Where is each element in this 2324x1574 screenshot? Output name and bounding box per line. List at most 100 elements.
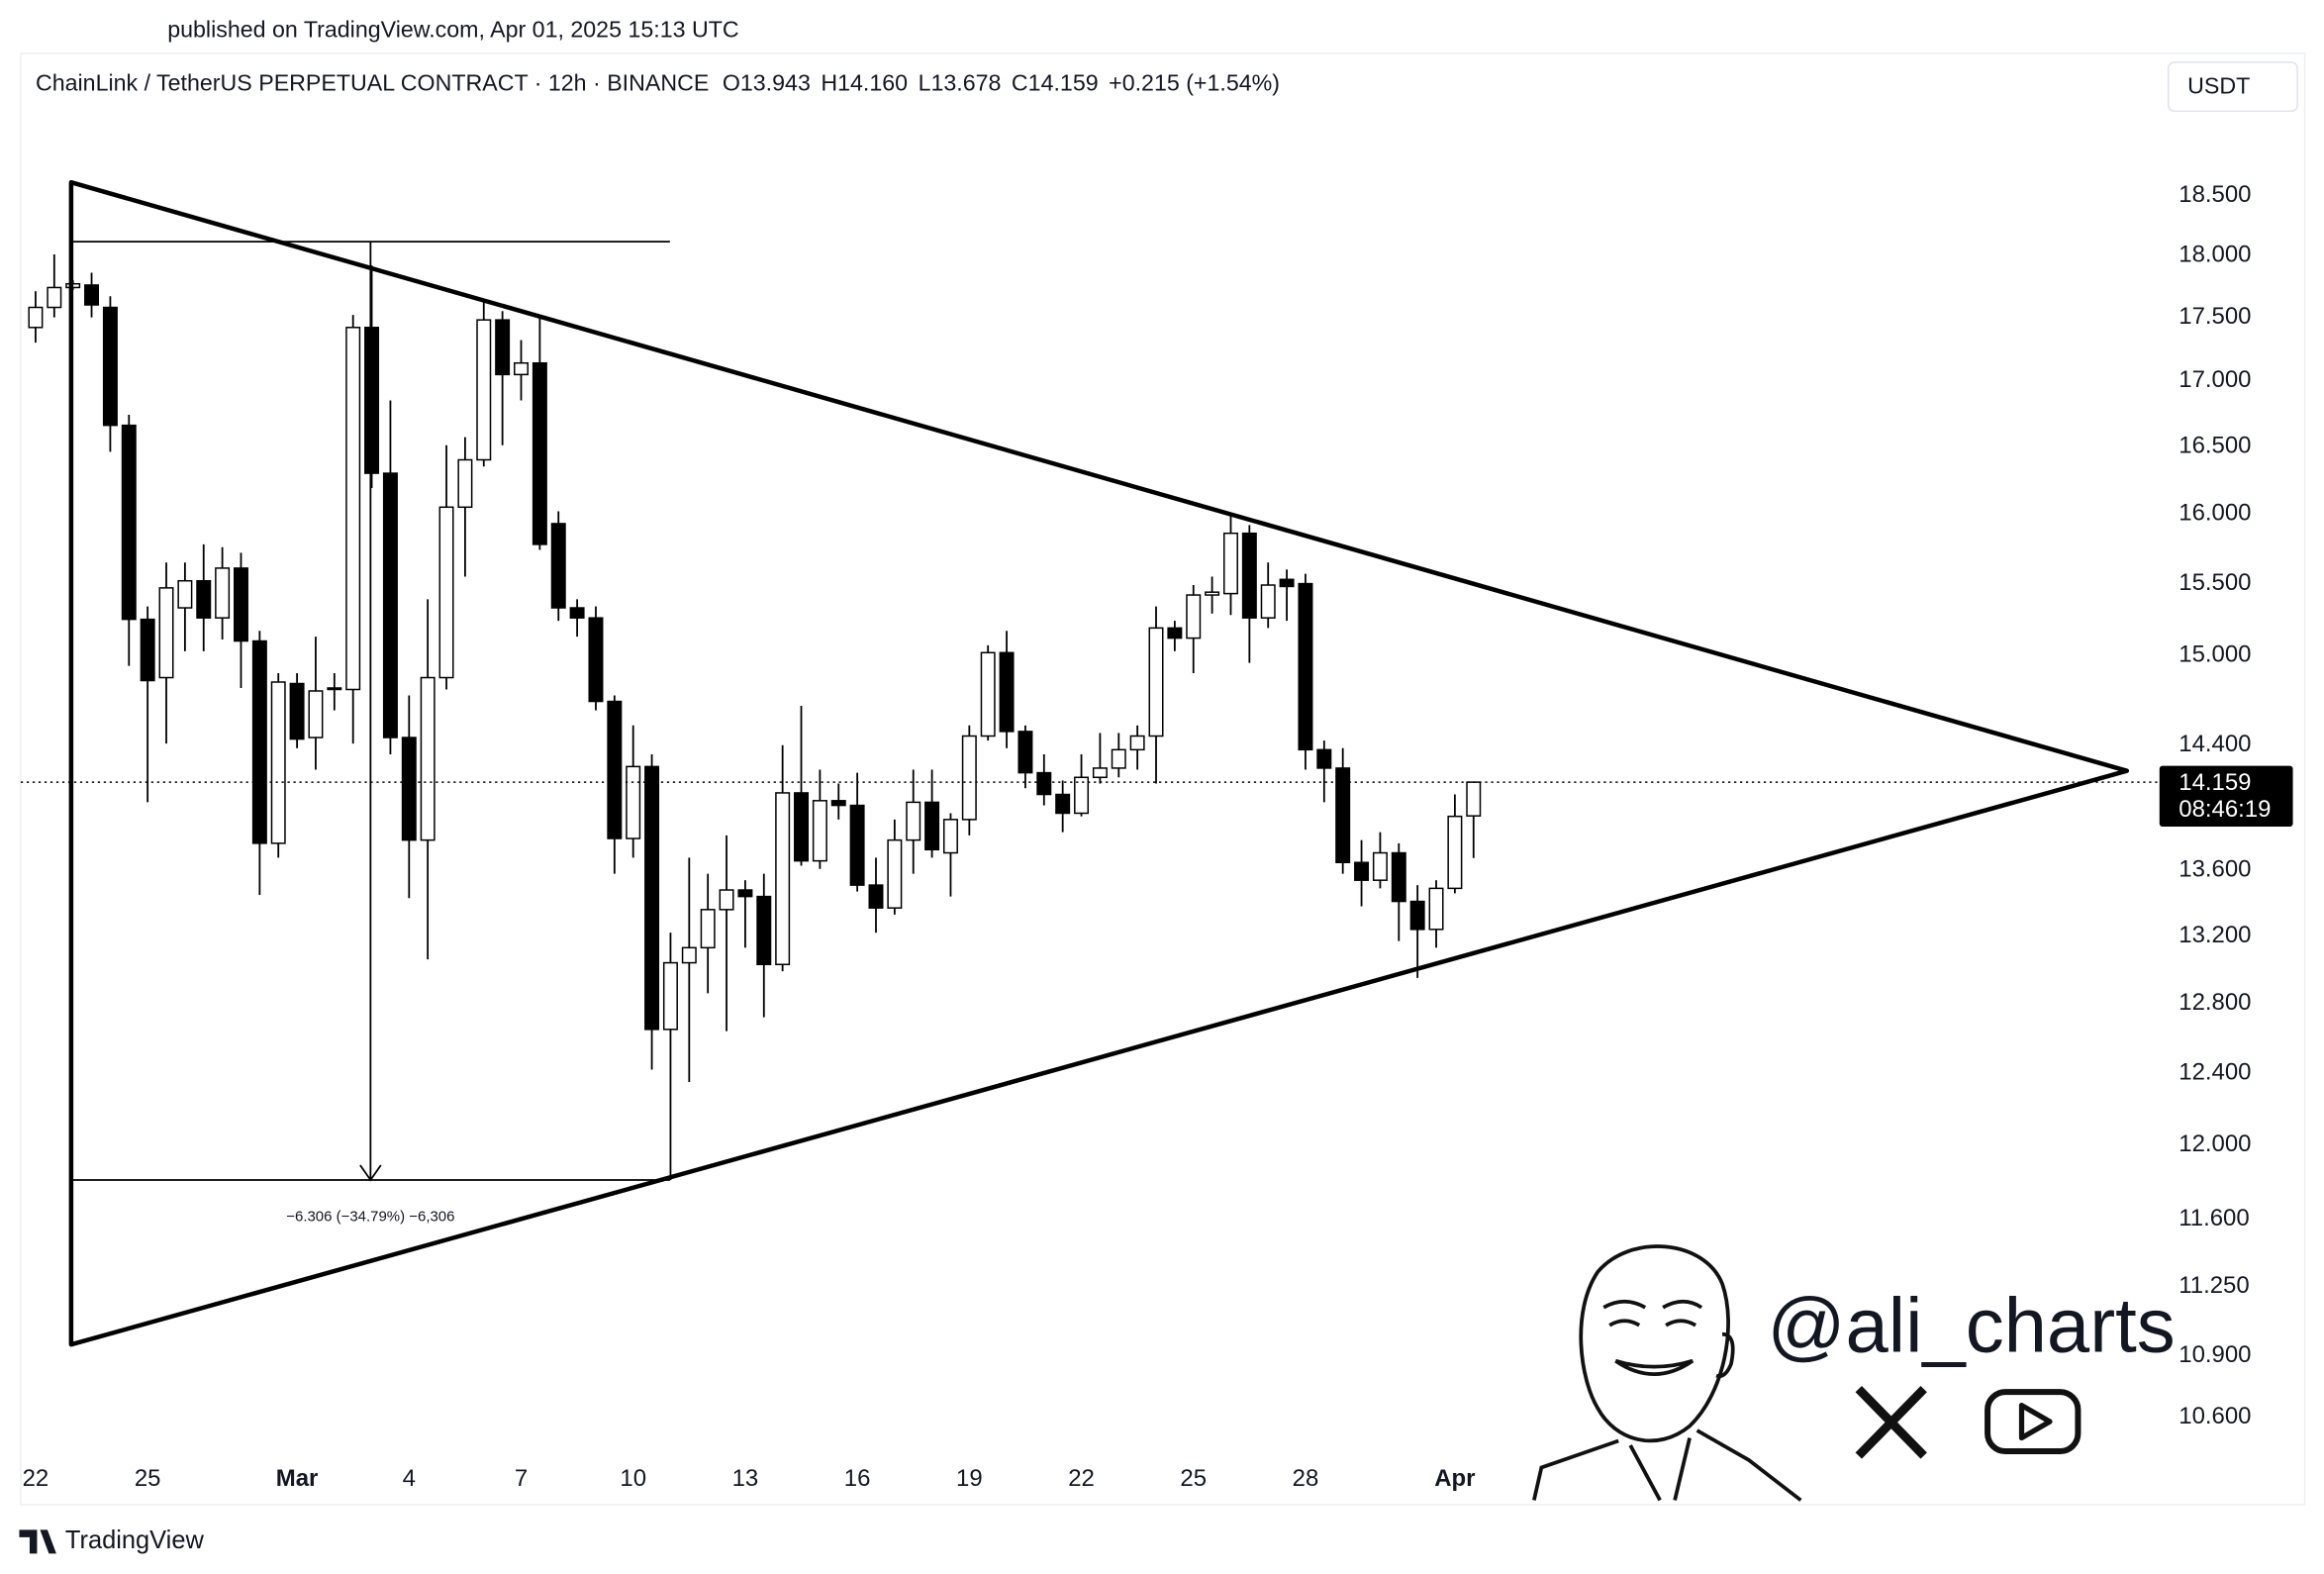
candle-body: [1447, 815, 1463, 890]
candle-body: [1335, 767, 1351, 864]
candle-body: [1129, 735, 1145, 751]
candle-body: [1186, 594, 1202, 639]
candle-body: [812, 800, 827, 862]
candle-body: [308, 690, 324, 738]
x-tick-label: 16: [844, 1465, 871, 1492]
candle-body: [121, 424, 137, 621]
currency-button[interactable]: [2168, 61, 2298, 113]
x-tick-label: 4: [403, 1465, 416, 1492]
y-tick-label: 16.500: [2179, 432, 2251, 458]
candle-body: [382, 472, 398, 738]
candle-body: [1316, 748, 1332, 769]
y-tick-label: 14.400: [2179, 731, 2251, 757]
candle-body: [887, 838, 903, 909]
x-icon: [1855, 1385, 1927, 1459]
candle-body: [158, 587, 174, 679]
candle-body: [644, 765, 660, 1031]
candle-body: [607, 700, 623, 839]
candle-body: [1298, 582, 1313, 751]
candle-body: [1092, 767, 1108, 779]
y-tick-label: 12.000: [2179, 1131, 2251, 1157]
candle-body: [1205, 591, 1220, 596]
candle-body: [1354, 861, 1370, 881]
x-tick-label: 22: [23, 1465, 49, 1492]
youtube-play: [2018, 1402, 2053, 1441]
countdown: 08:46:19: [2179, 796, 2271, 823]
ohlc-legend: L13.678: [919, 69, 1002, 95]
candle-body: [662, 961, 678, 1031]
candle-body: [1428, 887, 1444, 931]
chart-title: ChainLink / TetherUS PERPETUAL CONTRACT …: [36, 69, 709, 95]
ohlc-legend: O13.943: [723, 69, 811, 95]
candle-body: [849, 804, 865, 886]
plot: 18.500 18.000 17.500 17.000 16.500 16.000 15.5…: [20, 181, 2293, 1492]
candle-body: [924, 801, 940, 851]
candle-body: [942, 819, 958, 854]
candle-body: [868, 884, 884, 909]
candle-body: [270, 681, 286, 844]
y-tick-label: 12.800: [2179, 989, 2251, 1016]
ohlc-legend: H14.160: [821, 69, 908, 95]
candle-body: [1055, 793, 1071, 815]
candle-body: [47, 286, 62, 309]
candle-body: [588, 617, 604, 703]
last-price-box: [2159, 765, 2293, 828]
candle-body: [775, 792, 791, 966]
candle-body: [830, 800, 846, 807]
candle-body: [233, 567, 248, 642]
candle-body: [1409, 900, 1425, 931]
candle-body: [1391, 851, 1406, 903]
candle-body: [476, 319, 492, 461]
candle-body: [364, 327, 380, 474]
candle-body: [999, 651, 1015, 733]
x-tick-label: 25: [135, 1465, 161, 1492]
x-tick-label: 22: [1068, 1465, 1095, 1492]
candle-body: [737, 889, 753, 898]
x-tick-label: 28: [1293, 1465, 1319, 1492]
y-tick-label: 13.200: [2179, 922, 2251, 948]
candle-body: [289, 682, 305, 740]
y-tick-label: 16.000: [2179, 500, 2251, 527]
y-tick-label: 13.600: [2179, 856, 2251, 883]
candle-body: [1466, 781, 1482, 817]
candle-body: [1036, 771, 1052, 796]
x-tick-label: 19: [956, 1465, 983, 1492]
measure-label: −6.306 (−34.79%) −6,306: [286, 1208, 454, 1225]
ohlc-legend: C14.159: [1012, 69, 1099, 95]
y-tick-label: 15.500: [2179, 569, 2251, 596]
candle-body: [1017, 731, 1033, 774]
candle-body: [794, 792, 810, 862]
candle-body: [401, 737, 417, 841]
y-tick-label: 17.500: [2179, 303, 2251, 330]
x-tick-label: Apr: [1434, 1465, 1475, 1492]
candle-body: [1148, 627, 1164, 738]
triangle-pattern: [68, 179, 2130, 1347]
currency-label[interactable]: USDT: [2187, 72, 2250, 98]
candle-body: [1279, 578, 1295, 588]
measure-arrowhead: [359, 1164, 382, 1182]
y-tick-label: 15.000: [2179, 641, 2251, 668]
candle-body: [1372, 851, 1388, 881]
x-tick-label: 7: [515, 1465, 528, 1492]
candle-body: [457, 458, 473, 509]
candle-body: [719, 889, 734, 911]
candle-body: [420, 676, 436, 841]
candle-body: [569, 607, 585, 619]
watermark-handle: @ali_charts: [1767, 1283, 2175, 1368]
candle-body: [980, 651, 996, 738]
candle-body: [961, 735, 977, 821]
candle-body: [327, 687, 342, 691]
candle-body: [1260, 584, 1276, 619]
candle-body: [1074, 776, 1090, 815]
x-tick-label: 25: [1180, 1465, 1207, 1492]
y-tick-label: 11.600: [2179, 1205, 2249, 1231]
candle-body: [215, 567, 231, 619]
y-tick-label: 10.900: [2179, 1341, 2251, 1368]
last-price-label: 14.159: [2179, 769, 2251, 796]
candle-body: [681, 946, 697, 964]
chart-frame: [20, 52, 2306, 1506]
y-tick-label: 11.250: [2179, 1272, 2249, 1299]
y-tick-label: 12.400: [2179, 1058, 2251, 1085]
candle-body: [102, 306, 118, 427]
